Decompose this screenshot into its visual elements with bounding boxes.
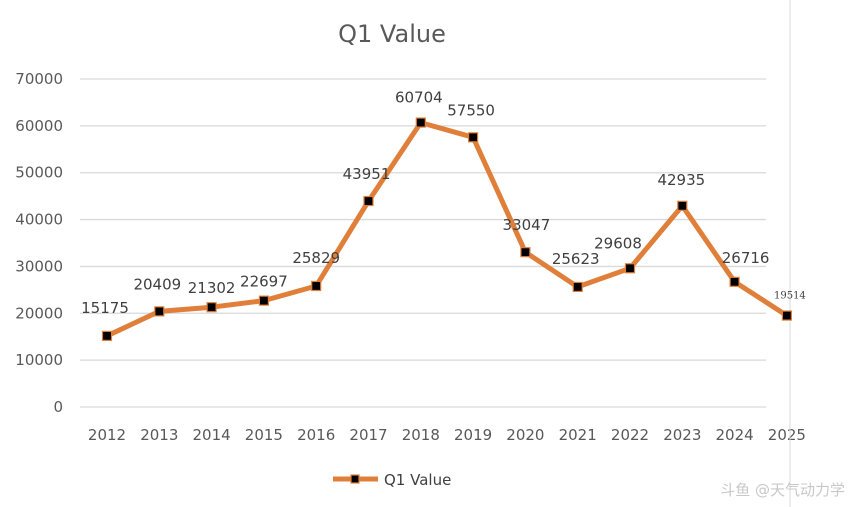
data-point — [468, 132, 479, 143]
data-label: 25829 — [292, 249, 340, 267]
data-point — [520, 247, 531, 258]
data-label: 22697 — [240, 273, 288, 291]
y-tick-label: 50000 — [15, 164, 63, 182]
data-point — [311, 280, 322, 292]
x-tick-label: 2021 — [559, 426, 597, 444]
data-point — [258, 295, 269, 306]
data-point — [154, 306, 165, 317]
x-tick-label: 2020 — [506, 426, 544, 444]
data-label: 19514 — [774, 291, 806, 302]
y-tick-label: 10000 — [15, 351, 63, 369]
series-line-q1-value — [105, 120, 789, 339]
data-label: 33047 — [503, 216, 551, 234]
data-point — [101, 330, 113, 341]
x-tick-label: 2018 — [402, 426, 440, 444]
data-point — [206, 302, 217, 313]
y-tick-label: 0 — [53, 398, 63, 416]
x-tick-label: 2022 — [611, 426, 649, 444]
y-tick-label: 40000 — [15, 211, 63, 229]
data-label: 60704 — [395, 89, 443, 107]
data-point — [415, 117, 426, 128]
data-label: 43951 — [343, 165, 391, 183]
data-label: 15175 — [81, 299, 129, 317]
watermark-text: 斗鱼 @天气动力学 — [720, 481, 845, 499]
x-tick-label: 2019 — [454, 426, 492, 444]
gridlines — [80, 78, 766, 408]
y-axis-ticks: 0 10000 20000 30000 40000 50000 60000 70000 — [15, 70, 63, 416]
data-label: 25623 — [552, 250, 600, 268]
y-tick-label: 30000 — [15, 257, 63, 275]
data-label: 21302 — [188, 279, 236, 297]
data-label: 20409 — [133, 275, 181, 293]
data-markers — [101, 117, 793, 341]
x-axis-ticks: 2012 2013 2014 2015 2016 2017 2018 2019 2020 2021… — [88, 426, 806, 444]
x-tick-label: 2016 — [297, 426, 335, 444]
legend-marker — [350, 474, 360, 484]
y-tick-label: 60000 — [15, 117, 63, 135]
x-tick-label: 2017 — [349, 426, 387, 444]
data-label: 26716 — [722, 249, 770, 267]
y-tick-label: 70000 — [15, 70, 63, 88]
data-point — [729, 276, 740, 287]
data-point — [781, 310, 793, 321]
legend-label: Q1 Value — [384, 471, 451, 489]
data-point — [677, 200, 688, 211]
data-point — [363, 195, 374, 207]
x-tick-label: 2024 — [716, 426, 754, 444]
data-label: 42935 — [657, 171, 705, 189]
chart-title: Q1 Value — [338, 20, 446, 48]
x-tick-label: 2012 — [88, 426, 126, 444]
x-tick-label: 2015 — [245, 426, 283, 444]
legend: Q1 Value — [333, 471, 451, 489]
data-label: 57550 — [447, 101, 495, 119]
x-tick-label: 2025 — [768, 426, 806, 444]
data-label: 29608 — [594, 234, 642, 252]
x-tick-label: 2014 — [193, 426, 231, 444]
x-tick-label: 2023 — [663, 426, 701, 444]
y-tick-label: 20000 — [15, 304, 63, 322]
x-tick-label: 2013 — [140, 426, 178, 444]
data-point — [624, 263, 636, 274]
data-point — [572, 281, 583, 293]
